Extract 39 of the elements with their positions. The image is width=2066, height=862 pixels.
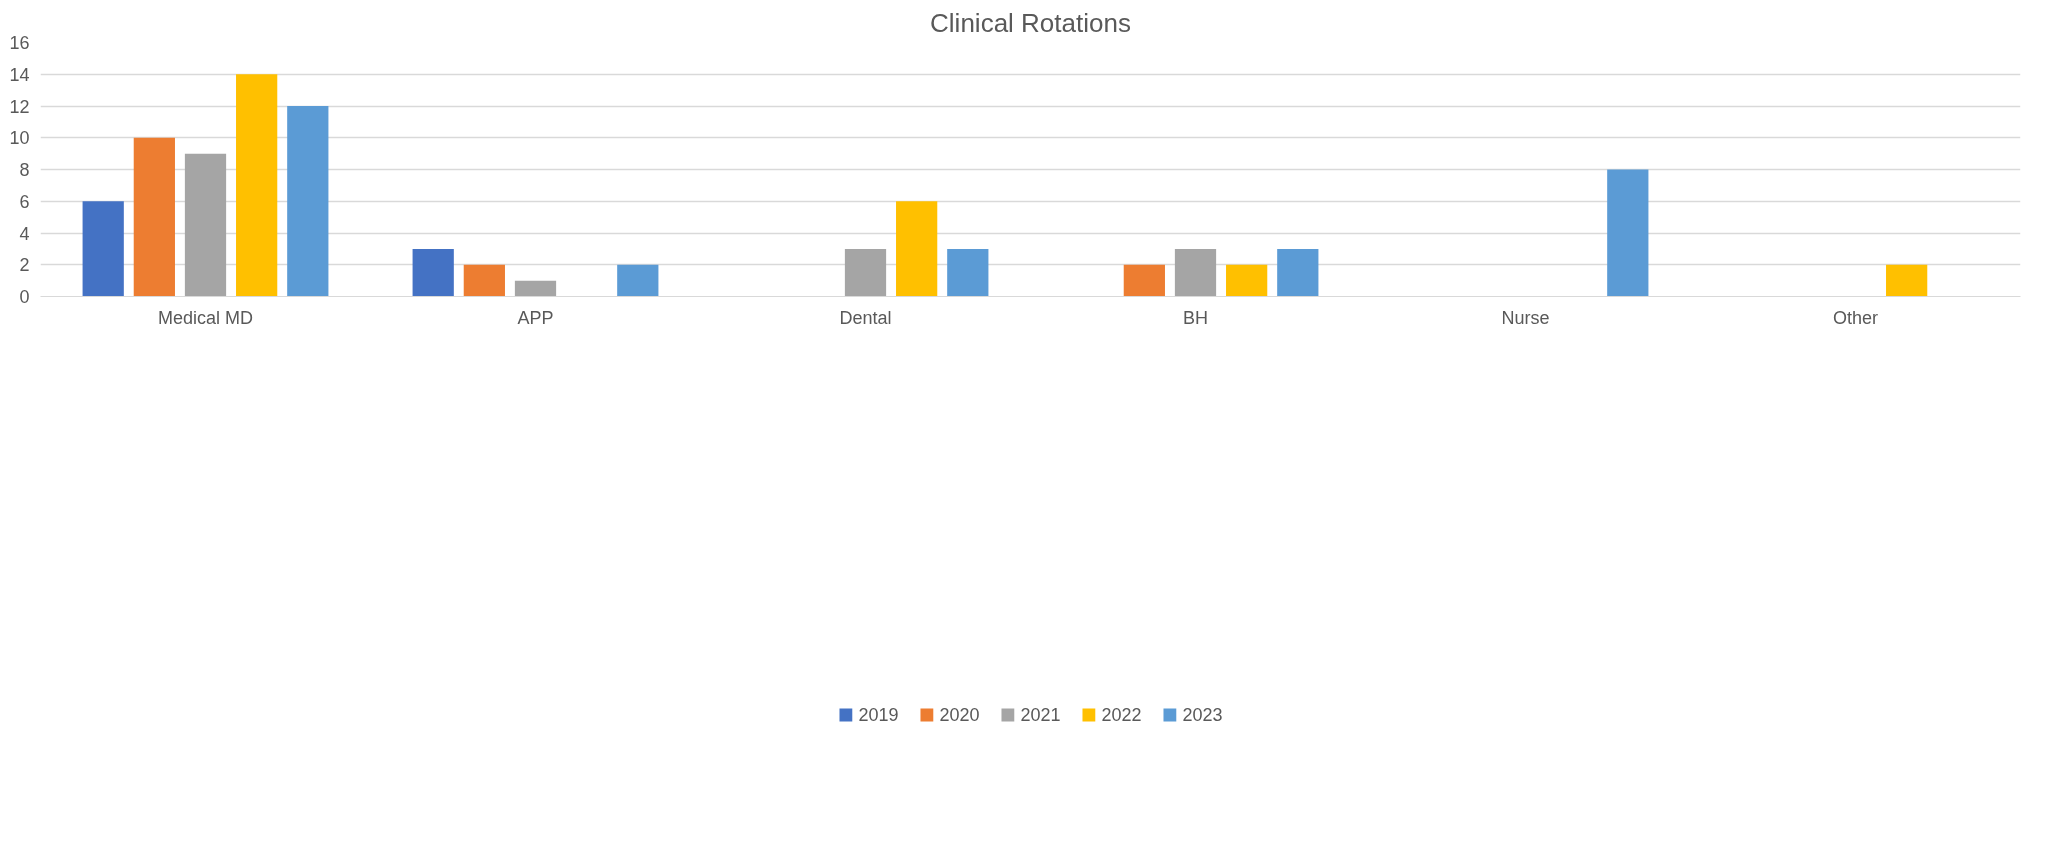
- y-tick-label: 10: [9, 128, 30, 149]
- x-tick-label: Nurse: [1501, 307, 1550, 328]
- bar: [1607, 169, 1649, 297]
- bar: [947, 248, 989, 297]
- y-tick-label: 16: [9, 33, 30, 53]
- bar: [896, 201, 938, 297]
- legend-label: 2019: [858, 704, 899, 726]
- bar: [463, 264, 505, 297]
- y-tick-label: 8: [19, 160, 30, 180]
- bar: [82, 201, 124, 297]
- bar: [514, 280, 557, 297]
- bar: [1123, 264, 1165, 297]
- chart-title: Clinical Rotations: [930, 7, 1131, 38]
- y-tick-label: 12: [9, 96, 30, 117]
- bar: [133, 137, 175, 297]
- x-tick-label: Other: [1832, 307, 1879, 328]
- bar: [412, 248, 454, 297]
- y-tick-label: 2: [19, 255, 30, 276]
- bar: [287, 106, 329, 297]
- legend-label: 2023: [1182, 704, 1223, 726]
- bar: [1174, 248, 1217, 297]
- y-tick-label: 14: [9, 64, 30, 85]
- bar: [1277, 248, 1319, 297]
- x-tick-label: APP: [517, 307, 554, 328]
- bar: [1226, 264, 1268, 297]
- x-tick-label: Medical MD: [157, 307, 254, 328]
- bar: [617, 264, 659, 297]
- y-tick-label: 4: [19, 223, 30, 244]
- legend-label: 2021: [1020, 704, 1061, 726]
- x-tick-label: BH: [1183, 307, 1209, 328]
- legend-label: 2022: [1101, 704, 1142, 726]
- bar: [184, 153, 227, 297]
- x-tick-label: Dental: [839, 307, 892, 328]
- y-tick-label: 6: [19, 191, 30, 212]
- y-tick-label: 0: [19, 287, 30, 307]
- bar: [1886, 264, 1928, 297]
- bar: [236, 74, 278, 297]
- legend-label: 2020: [939, 704, 980, 726]
- bar: [844, 248, 887, 297]
